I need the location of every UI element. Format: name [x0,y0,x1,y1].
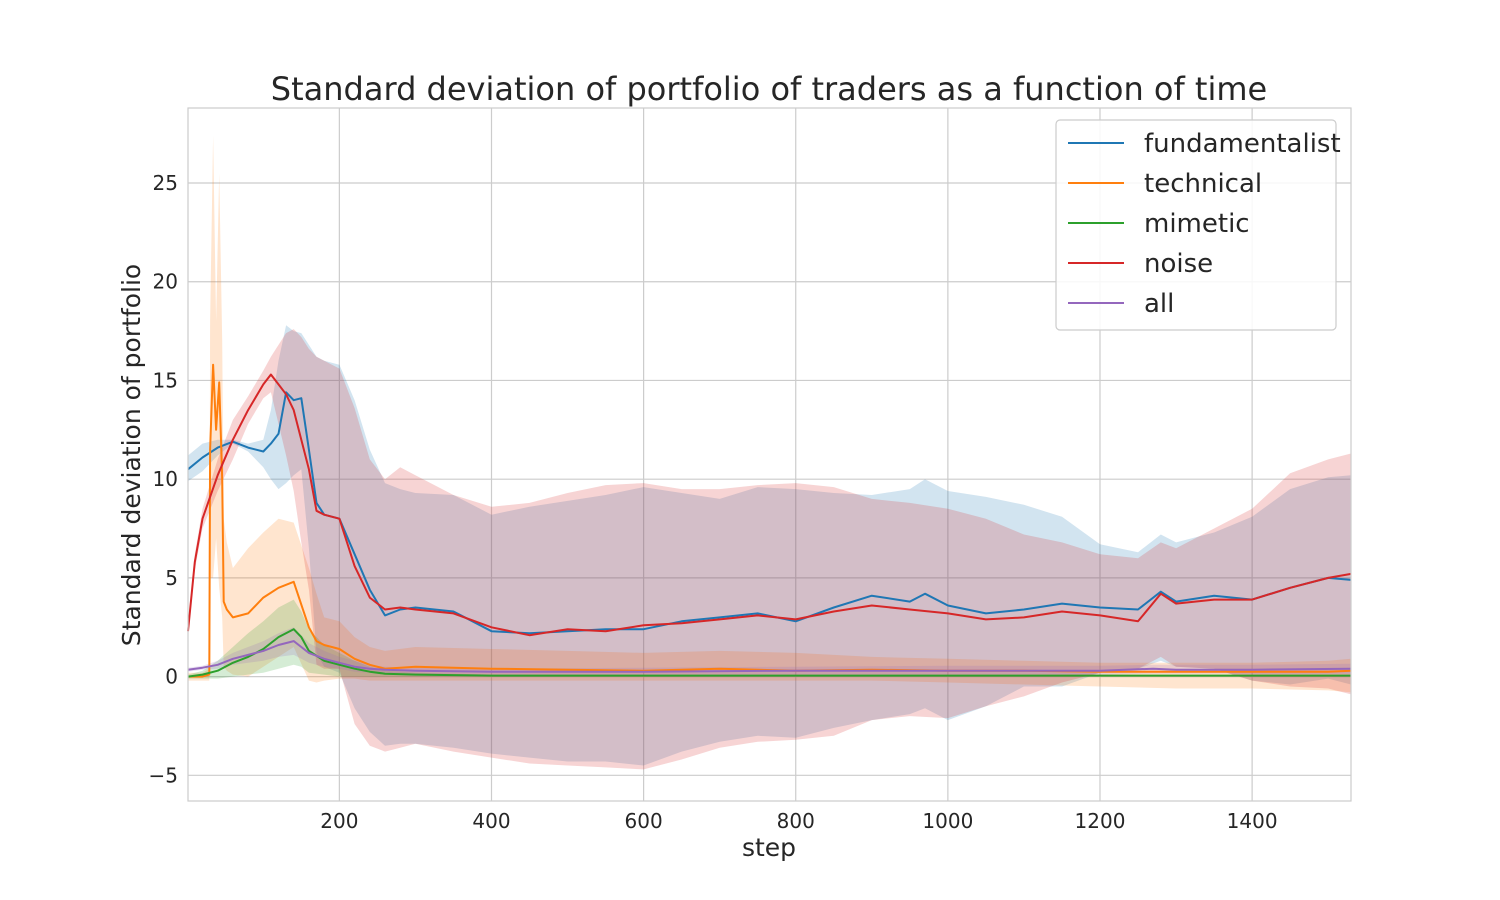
legend-box [1055,119,1337,331]
x-tick-label: 1400 [1227,809,1278,833]
x-tick-label: 1200 [1075,809,1126,833]
x-tick-label: 400 [472,809,510,833]
mimetic-line [187,628,1351,678]
y-axis-label: Standard deviation of portfolio [117,264,146,646]
all-legend-label: all [1144,289,1174,319]
y-tick-label: 5 [165,566,178,590]
x-axis-label: step [742,833,796,862]
series-lines [187,363,1352,678]
x-tick-label: 200 [320,809,358,833]
legend-items: fundamentalist technical mimetic noise all [1068,129,1341,319]
y-tick-label: 25 [153,171,178,195]
noise-band [188,329,1351,770]
fundamentalist-line [187,391,1352,635]
noise-line [187,373,1352,637]
noise-legend-label: noise [1144,249,1213,279]
y-tick-label: 15 [153,368,178,392]
y-tick-labels: −5 0 5 10 15 20 25 [149,171,178,787]
technical-legend-label: technical [1144,169,1262,199]
all-line [187,640,1352,673]
mimetic-legend-label: mimetic [1144,209,1250,239]
x-tick-label: 600 [625,809,663,833]
fundamentalist-band [188,325,1351,766]
fundamentalist-legend-label: fundamentalist [1144,129,1341,159]
x-tick-label: 1000 [922,809,973,833]
technical-band [188,135,1351,693]
chart-title: Standard deviation of portfolio of trade… [271,70,1267,108]
legend: fundamentalist technical mimetic noise all [1055,119,1341,331]
y-tick-label: −5 [149,763,178,787]
y-tick-label: 0 [165,665,178,689]
y-tick-label: 10 [153,467,178,491]
x-tick-labels: 200 400 600 800 1000 1200 1400 [320,809,1277,833]
y-tick-label: 20 [153,270,178,294]
x-tick-label: 800 [777,809,815,833]
plot-frame [187,107,1352,802]
